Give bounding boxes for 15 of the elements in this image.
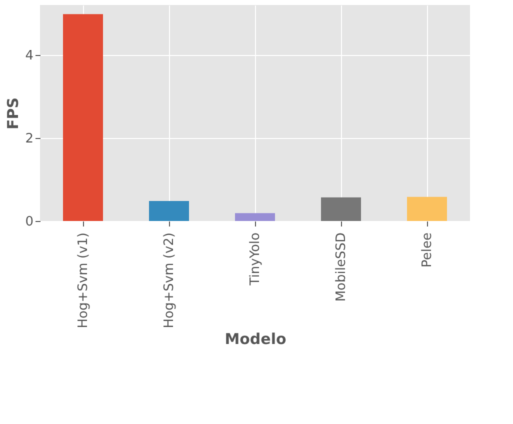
bar xyxy=(63,14,103,221)
bar xyxy=(149,201,189,221)
y-tick-label: 4 xyxy=(25,48,34,64)
bar xyxy=(321,197,361,221)
x-tick-label: Hog+Svm (v2) xyxy=(162,232,177,328)
x-tick-label: TinyYolo xyxy=(248,232,263,286)
x-tick-label: Hog+Svm (v1) xyxy=(76,232,91,328)
y-axis-title: FPS xyxy=(4,97,22,130)
y-tick-label: 2 xyxy=(25,131,34,146)
y-tick-label: 0 xyxy=(25,214,34,230)
bar xyxy=(407,196,447,221)
bar xyxy=(235,213,275,221)
x-axis-title: Modelo xyxy=(224,330,286,348)
x-tick-label: Pelee xyxy=(420,232,435,268)
x-tick-label: MobileSSD xyxy=(334,232,349,302)
